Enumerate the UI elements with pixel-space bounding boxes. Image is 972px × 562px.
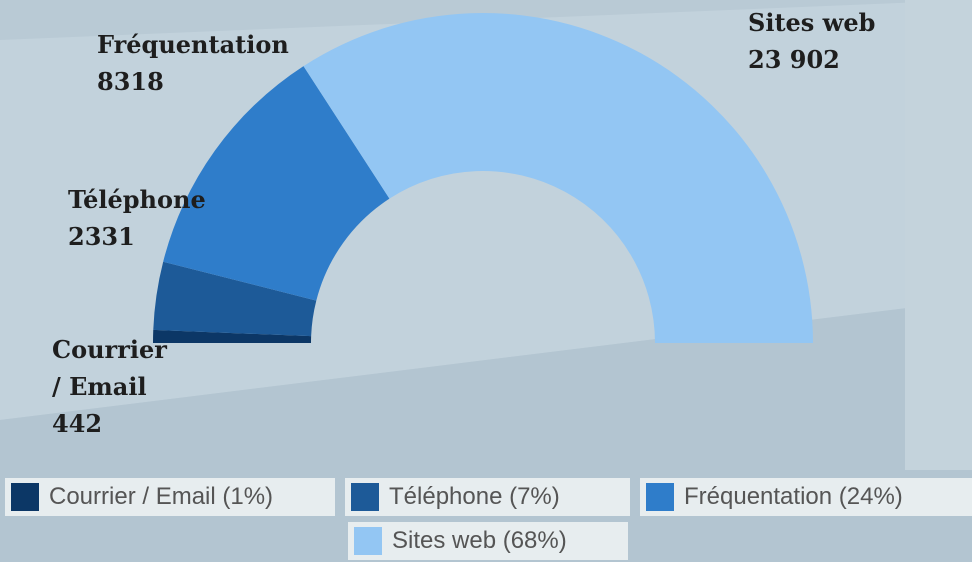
donut-slice (153, 261, 317, 337)
legend-item: Téléphone (7%) (345, 478, 630, 516)
data-label-name: Téléphone (68, 185, 206, 214)
legend-label: Fréquentation (24%) (684, 483, 903, 510)
donut-slice (163, 66, 390, 301)
data-label-name: Fréquentation (97, 30, 289, 59)
data-label-value: 442 (52, 409, 103, 438)
data-label-name: Courrier / Email (52, 335, 167, 401)
legend-swatch (354, 527, 382, 555)
legend-swatch (646, 483, 674, 511)
data-label: Courrier / Email 442 (52, 331, 182, 442)
legend-swatch (351, 483, 379, 511)
data-label: Téléphone 2331 (68, 181, 268, 255)
data-label-value: 23 902 (748, 45, 840, 74)
data-label-name: Sites web (748, 8, 876, 37)
donut-slice (303, 12, 813, 343)
legend-item: Fréquentation (24%) (640, 478, 972, 516)
legend-item: Sites web (68%) (348, 522, 628, 560)
data-label: Fréquentation 8318 (97, 26, 357, 100)
data-label-value: 8318 (97, 67, 164, 96)
data-label-value: 2331 (68, 222, 135, 251)
legend-label: Sites web (68%) (392, 527, 567, 554)
legend-label: Téléphone (7%) (389, 483, 560, 510)
legend-swatch (11, 483, 39, 511)
donut-slice (153, 329, 312, 343)
data-label: Sites web 23 902 (748, 4, 948, 78)
background-facet (905, 0, 972, 470)
legend-label: Courrier / Email (1%) (49, 483, 274, 510)
legend-item: Courrier / Email (1%) (5, 478, 335, 516)
